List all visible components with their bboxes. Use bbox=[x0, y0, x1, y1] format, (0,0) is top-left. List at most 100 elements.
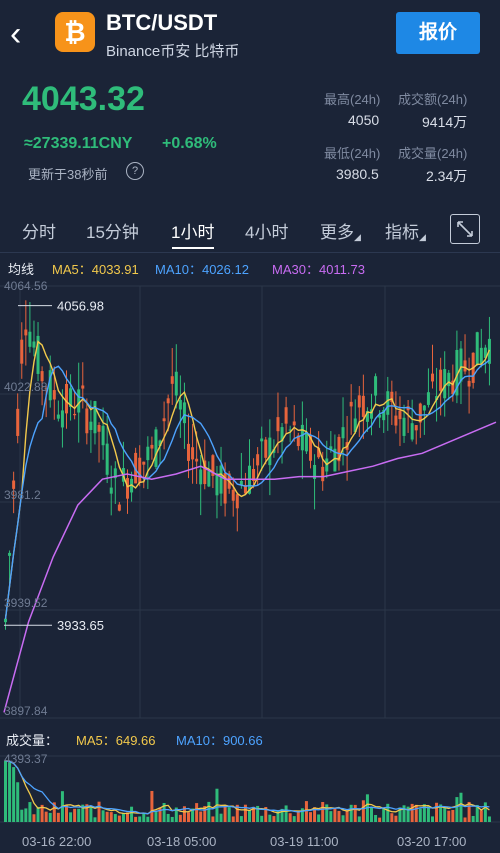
high-value: 4050 bbox=[348, 112, 380, 128]
volume-bar bbox=[199, 811, 203, 822]
candle-body bbox=[60, 410, 64, 428]
candle-body bbox=[117, 504, 121, 511]
candle-body bbox=[431, 373, 434, 382]
candle-body bbox=[402, 417, 406, 436]
candle-body bbox=[426, 392, 430, 405]
volume-bar bbox=[211, 816, 215, 822]
volume-bar bbox=[48, 812, 52, 822]
tab-timeshare[interactable]: 分时 bbox=[22, 223, 56, 242]
ma5-line bbox=[4, 340, 491, 619]
candle-body bbox=[207, 471, 211, 487]
candle-body bbox=[170, 376, 174, 384]
volume-bar bbox=[361, 800, 365, 822]
candle-body bbox=[223, 473, 227, 504]
candle-body bbox=[24, 329, 28, 336]
candle-body bbox=[479, 347, 483, 364]
candle-body bbox=[398, 410, 402, 420]
volume-bar bbox=[109, 812, 113, 822]
candle-body bbox=[374, 376, 378, 396]
volume-bar bbox=[426, 806, 430, 822]
candle-body bbox=[370, 409, 373, 419]
volume-bar bbox=[4, 760, 7, 822]
question-circle-icon[interactable]: ? bbox=[126, 162, 144, 180]
volume-bar bbox=[85, 804, 89, 822]
candle-body bbox=[333, 448, 337, 472]
header: ‹ ₿ BTC/USDT Binance币安 比特币 报价 bbox=[0, 0, 500, 70]
volume-bar bbox=[134, 816, 138, 822]
volume-bar bbox=[337, 810, 341, 822]
volume-bar bbox=[455, 797, 459, 822]
candle-body bbox=[252, 468, 256, 482]
candle-body bbox=[219, 465, 223, 494]
candle-body bbox=[435, 396, 439, 401]
interval-tabs: 分时 15分钟 1小时 4小时 更多◢ 指标◢ bbox=[0, 206, 500, 253]
volume-bar bbox=[142, 812, 146, 822]
candle-body bbox=[69, 388, 73, 407]
volume-bar bbox=[483, 802, 487, 822]
candle-body bbox=[235, 494, 239, 509]
tab-indicator-label: 指标 bbox=[385, 223, 419, 242]
volume-bar bbox=[117, 815, 121, 822]
candle-body bbox=[288, 429, 292, 431]
tab-4hour[interactable]: 4小时 bbox=[245, 223, 289, 242]
max-price-label: 4056.98 bbox=[57, 299, 104, 314]
volume-bar bbox=[280, 808, 284, 822]
quote-button[interactable]: 报价 bbox=[396, 12, 480, 54]
volume-bar bbox=[459, 792, 463, 822]
volume-bar bbox=[73, 808, 77, 822]
min-price-label: 3933.65 bbox=[57, 618, 104, 633]
volume-bar bbox=[475, 804, 479, 822]
ma30-line bbox=[3, 421, 497, 713]
candle-body bbox=[459, 348, 463, 382]
high-label: 最高(24h) bbox=[324, 92, 381, 107]
candle-body bbox=[85, 408, 89, 434]
volume-bar bbox=[276, 810, 280, 822]
turnover-value: 9414万 bbox=[422, 114, 468, 130]
volume-bar bbox=[467, 801, 471, 822]
candle-body bbox=[382, 410, 386, 421]
vol-ma10-line bbox=[5, 759, 490, 815]
price-chart[interactable]: 4064.56 4022.88 3981.2 3939.52 3897.84 4056.9… bbox=[0, 276, 500, 728]
volume-bar bbox=[296, 811, 300, 822]
tab-1hour[interactable]: 1小时 bbox=[171, 223, 215, 242]
candle-body bbox=[260, 438, 264, 442]
volume-bar bbox=[439, 804, 443, 822]
candle-body bbox=[73, 413, 77, 416]
volume-bar bbox=[97, 801, 101, 822]
volume-bar bbox=[77, 808, 81, 822]
volume-bar bbox=[178, 814, 182, 822]
back-icon[interactable]: ‹ bbox=[10, 15, 22, 53]
candle-body bbox=[65, 383, 68, 414]
candle-body bbox=[142, 461, 146, 465]
volume-bar bbox=[329, 811, 333, 822]
candle-body bbox=[439, 369, 443, 391]
y-tick-label: 3981.2 bbox=[4, 488, 41, 502]
volume-bar bbox=[231, 816, 235, 822]
vol-ma5-value: MA5：649.66 bbox=[76, 733, 156, 748]
candle-body bbox=[195, 458, 199, 462]
tab-15min[interactable]: 15分钟 bbox=[86, 223, 139, 242]
volume-bar bbox=[256, 805, 260, 822]
expand-icon[interactable] bbox=[450, 214, 480, 244]
candle-body bbox=[32, 341, 36, 348]
candle-body bbox=[390, 391, 394, 402]
candle-body bbox=[154, 429, 158, 467]
y-tick-label: 4022.88 bbox=[4, 380, 48, 394]
tab-more[interactable]: 更多◢ bbox=[320, 218, 361, 243]
tab-indicator[interactable]: 指标◢ bbox=[385, 218, 426, 243]
ma-legend: 均线 MA5：4033.91 MA10：4026.12 MA30：4011.73 bbox=[0, 256, 500, 278]
candle-body bbox=[16, 408, 20, 436]
candle-body bbox=[101, 425, 105, 446]
volume-bar bbox=[309, 812, 312, 822]
volume-bar bbox=[252, 806, 256, 822]
volume-bar bbox=[431, 816, 434, 822]
candle-body bbox=[264, 439, 268, 458]
volume-bar bbox=[16, 782, 20, 822]
pair-subtitle: Binance币安 比特币 bbox=[106, 43, 240, 60]
candle-body bbox=[447, 372, 451, 387]
candle-body bbox=[378, 414, 382, 418]
volume-bar bbox=[414, 804, 418, 822]
volume-bar bbox=[349, 804, 353, 822]
volume-bar bbox=[321, 801, 325, 822]
volume-chart[interactable]: 4393.37 03-16 22:00 03-18 05:00 03-19 11:00… bbox=[0, 748, 500, 853]
